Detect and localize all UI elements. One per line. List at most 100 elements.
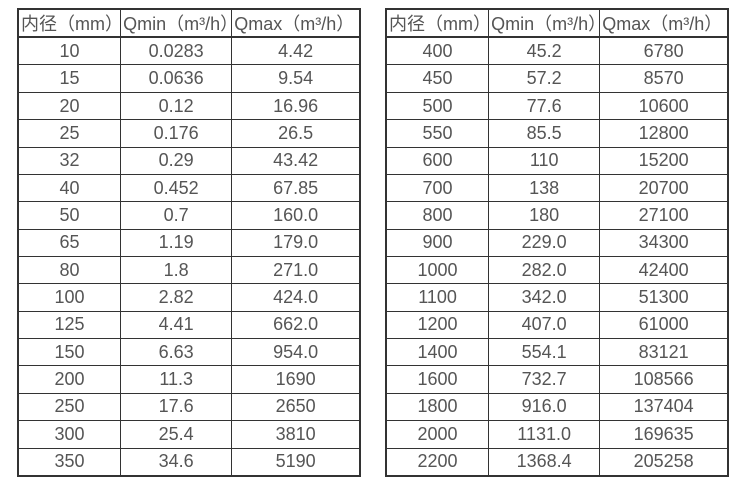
cell-qmin: 732.7: [488, 365, 601, 394]
cell-qmax: 271.0: [231, 255, 361, 285]
cell-qmax: 15200: [599, 146, 729, 175]
cell-qmin: 11.3: [120, 365, 233, 394]
cell-qmax: 662.0: [231, 310, 361, 340]
table-row: 150 6.63 954.0: [17, 338, 361, 367]
cell-qmin: 554.1: [488, 338, 601, 367]
cell-diameter: 32: [17, 146, 122, 175]
cell-qmin: 25.4: [120, 420, 233, 449]
cell-qmin: 110: [488, 146, 601, 175]
flow-table-small-diameters: 内径（mm） Qmin（m³/h） Qmax（m³/h） 10 0.0283 4.42 1…: [17, 8, 361, 477]
flow-table-large-diameters: 内径（mm） Qmin（m³/h） Qmax（m³/h） 400 45.2 6780 45…: [385, 8, 729, 477]
cell-diameter: 125: [17, 310, 122, 340]
cell-qmax: 8570: [599, 64, 729, 93]
cell-diameter: 900: [385, 228, 490, 257]
cell-diameter: 1000: [385, 255, 490, 285]
table-row: 100 2.82 424.0: [17, 283, 361, 312]
header-row: 内径（mm） Qmin（m³/h） Qmax（m³/h）: [385, 8, 729, 38]
header-cell-qmax: Qmax（m³/h）: [599, 8, 729, 38]
cell-qmax: 26.5: [231, 119, 361, 148]
cell-qmax: 5190: [231, 447, 361, 477]
cell-diameter: 50: [17, 201, 122, 230]
header-cell-qmax: Qmax（m³/h）: [231, 8, 361, 38]
table-row: 350 34.6 5190: [17, 447, 361, 477]
cell-diameter: 65: [17, 228, 122, 257]
cell-diameter: 700: [385, 173, 490, 203]
cell-qmin: 229.0: [488, 228, 601, 257]
cell-qmin: 57.2: [488, 64, 601, 93]
header-cell-diameter: 内径（mm）: [17, 8, 122, 38]
cell-diameter: 1600: [385, 365, 490, 394]
cell-qmax: 3810: [231, 420, 361, 449]
cell-qmin: 1368.4: [488, 447, 601, 477]
cell-qmax: 954.0: [231, 338, 361, 367]
cell-qmax: 108566: [599, 365, 729, 394]
cell-qmin: 0.7: [120, 201, 233, 230]
cell-diameter: 20: [17, 91, 122, 121]
cell-qmin: 1.8: [120, 255, 233, 285]
cell-diameter: 15: [17, 64, 122, 93]
cell-qmin: 180: [488, 201, 601, 230]
cell-qmax: 1690: [231, 365, 361, 394]
cell-qmax: 2650: [231, 392, 361, 422]
table-row: 550 85.5 12800: [385, 119, 729, 148]
table-row: 80 1.8 271.0: [17, 255, 361, 285]
cell-qmax: 34300: [599, 228, 729, 257]
cell-qmax: 16.96: [231, 91, 361, 121]
cell-qmax: 4.42: [231, 36, 361, 66]
cell-qmax: 20700: [599, 173, 729, 203]
cell-qmin: 0.176: [120, 119, 233, 148]
cell-qmin: 342.0: [488, 283, 601, 312]
table-row: 300 25.4 3810: [17, 420, 361, 449]
table-row: 2200 1368.4 205258: [385, 447, 729, 477]
table-row: 800 180 27100: [385, 201, 729, 230]
cell-qmin: 77.6: [488, 91, 601, 121]
cell-diameter: 2000: [385, 420, 490, 449]
cell-diameter: 250: [17, 392, 122, 422]
cell-qmax: 205258: [599, 447, 729, 477]
table-row: 2000 1131.0 169635: [385, 420, 729, 449]
header-cell-qmin: Qmin（m³/h）: [120, 8, 233, 38]
header-row: 内径（mm） Qmin（m³/h） Qmax（m³/h）: [17, 8, 361, 38]
cell-qmin: 4.41: [120, 310, 233, 340]
table-row: 900 229.0 34300: [385, 228, 729, 257]
cell-diameter: 400: [385, 36, 490, 66]
cell-diameter: 800: [385, 201, 490, 230]
cell-diameter: 550: [385, 119, 490, 148]
table-header: 内径（mm） Qmin（m³/h） Qmax（m³/h）: [17, 8, 361, 38]
table-row: 65 1.19 179.0: [17, 228, 361, 257]
cell-diameter: 1200: [385, 310, 490, 340]
table-header: 内径（mm） Qmin（m³/h） Qmax（m³/h）: [385, 8, 729, 38]
table-row: 1800 916.0 137404: [385, 392, 729, 422]
cell-diameter: 40: [17, 173, 122, 203]
cell-diameter: 600: [385, 146, 490, 175]
cell-qmax: 169635: [599, 420, 729, 449]
cell-qmin: 34.6: [120, 447, 233, 477]
table-row: 15 0.0636 9.54: [17, 64, 361, 93]
cell-qmin: 0.452: [120, 173, 233, 203]
table-row: 25 0.176 26.5: [17, 119, 361, 148]
cell-qmax: 160.0: [231, 201, 361, 230]
cell-qmin: 85.5: [488, 119, 601, 148]
table-row: 600 110 15200: [385, 146, 729, 175]
table-row: 250 17.6 2650: [17, 392, 361, 422]
cell-qmin: 282.0: [488, 255, 601, 285]
table-row: 1600 732.7 108566: [385, 365, 729, 394]
header-cell-qmin: Qmin（m³/h）: [488, 8, 601, 38]
table-row: 700 138 20700: [385, 173, 729, 203]
cell-qmax: 9.54: [231, 64, 361, 93]
cell-diameter: 1800: [385, 392, 490, 422]
cell-diameter: 25: [17, 119, 122, 148]
cell-qmin: 407.0: [488, 310, 601, 340]
table-row: 450 57.2 8570: [385, 64, 729, 93]
cell-qmin: 6.63: [120, 338, 233, 367]
cell-diameter: 200: [17, 365, 122, 394]
cell-diameter: 100: [17, 283, 122, 312]
cell-diameter: 450: [385, 64, 490, 93]
table-row: 1200 407.0 61000: [385, 310, 729, 340]
table-row: 32 0.29 43.42: [17, 146, 361, 175]
cell-qmax: 51300: [599, 283, 729, 312]
cell-qmin: 0.0283: [120, 36, 233, 66]
cell-qmin: 0.0636: [120, 64, 233, 93]
table-row: 1100 342.0 51300: [385, 283, 729, 312]
